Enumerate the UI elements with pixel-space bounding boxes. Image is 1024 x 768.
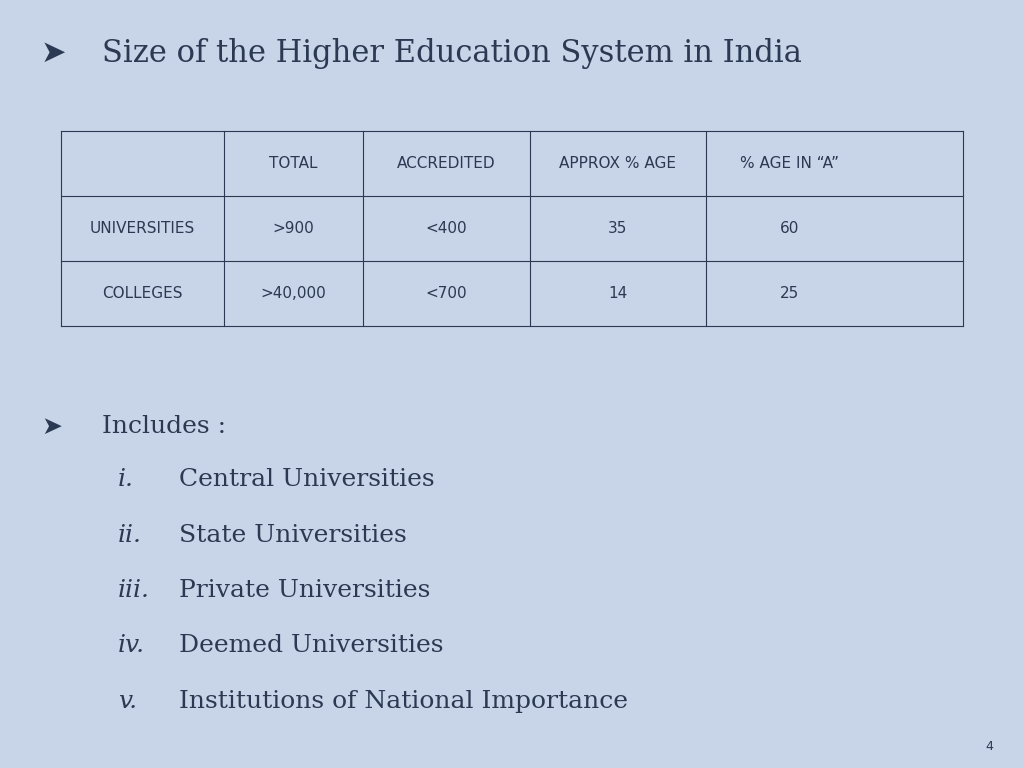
Text: iii.: iii. — [118, 579, 150, 602]
Text: Institutions of National Importance: Institutions of National Importance — [179, 690, 628, 713]
Text: State Universities: State Universities — [179, 524, 407, 547]
Text: v.: v. — [118, 690, 137, 713]
Text: 35: 35 — [608, 221, 628, 236]
Text: % AGE IN “A”: % AGE IN “A” — [739, 156, 839, 170]
Text: <400: <400 — [426, 221, 468, 236]
Text: ➤: ➤ — [41, 38, 67, 68]
Text: Central Universities: Central Universities — [179, 468, 435, 492]
Text: 14: 14 — [608, 286, 628, 301]
Text: <700: <700 — [426, 286, 468, 301]
Text: COLLEGES: COLLEGES — [102, 286, 183, 301]
Text: UNIVERSITIES: UNIVERSITIES — [90, 221, 196, 236]
Text: ii.: ii. — [118, 524, 141, 547]
Text: Deemed Universities: Deemed Universities — [179, 634, 443, 657]
Text: iv.: iv. — [118, 634, 144, 657]
Text: >900: >900 — [272, 221, 314, 236]
Text: ➤: ➤ — [41, 415, 62, 439]
Text: 4: 4 — [985, 740, 993, 753]
Text: Size of the Higher Education System in India: Size of the Higher Education System in I… — [102, 38, 802, 69]
Text: Private Universities: Private Universities — [179, 579, 430, 602]
Text: Includes :: Includes : — [102, 415, 226, 438]
Text: 60: 60 — [779, 221, 799, 236]
Text: >40,000: >40,000 — [260, 286, 327, 301]
Text: i.: i. — [118, 468, 134, 492]
Text: APPROX % AGE: APPROX % AGE — [559, 156, 677, 170]
Text: 25: 25 — [779, 286, 799, 301]
Text: TOTAL: TOTAL — [269, 156, 317, 170]
Text: ACCREDITED: ACCREDITED — [397, 156, 496, 170]
